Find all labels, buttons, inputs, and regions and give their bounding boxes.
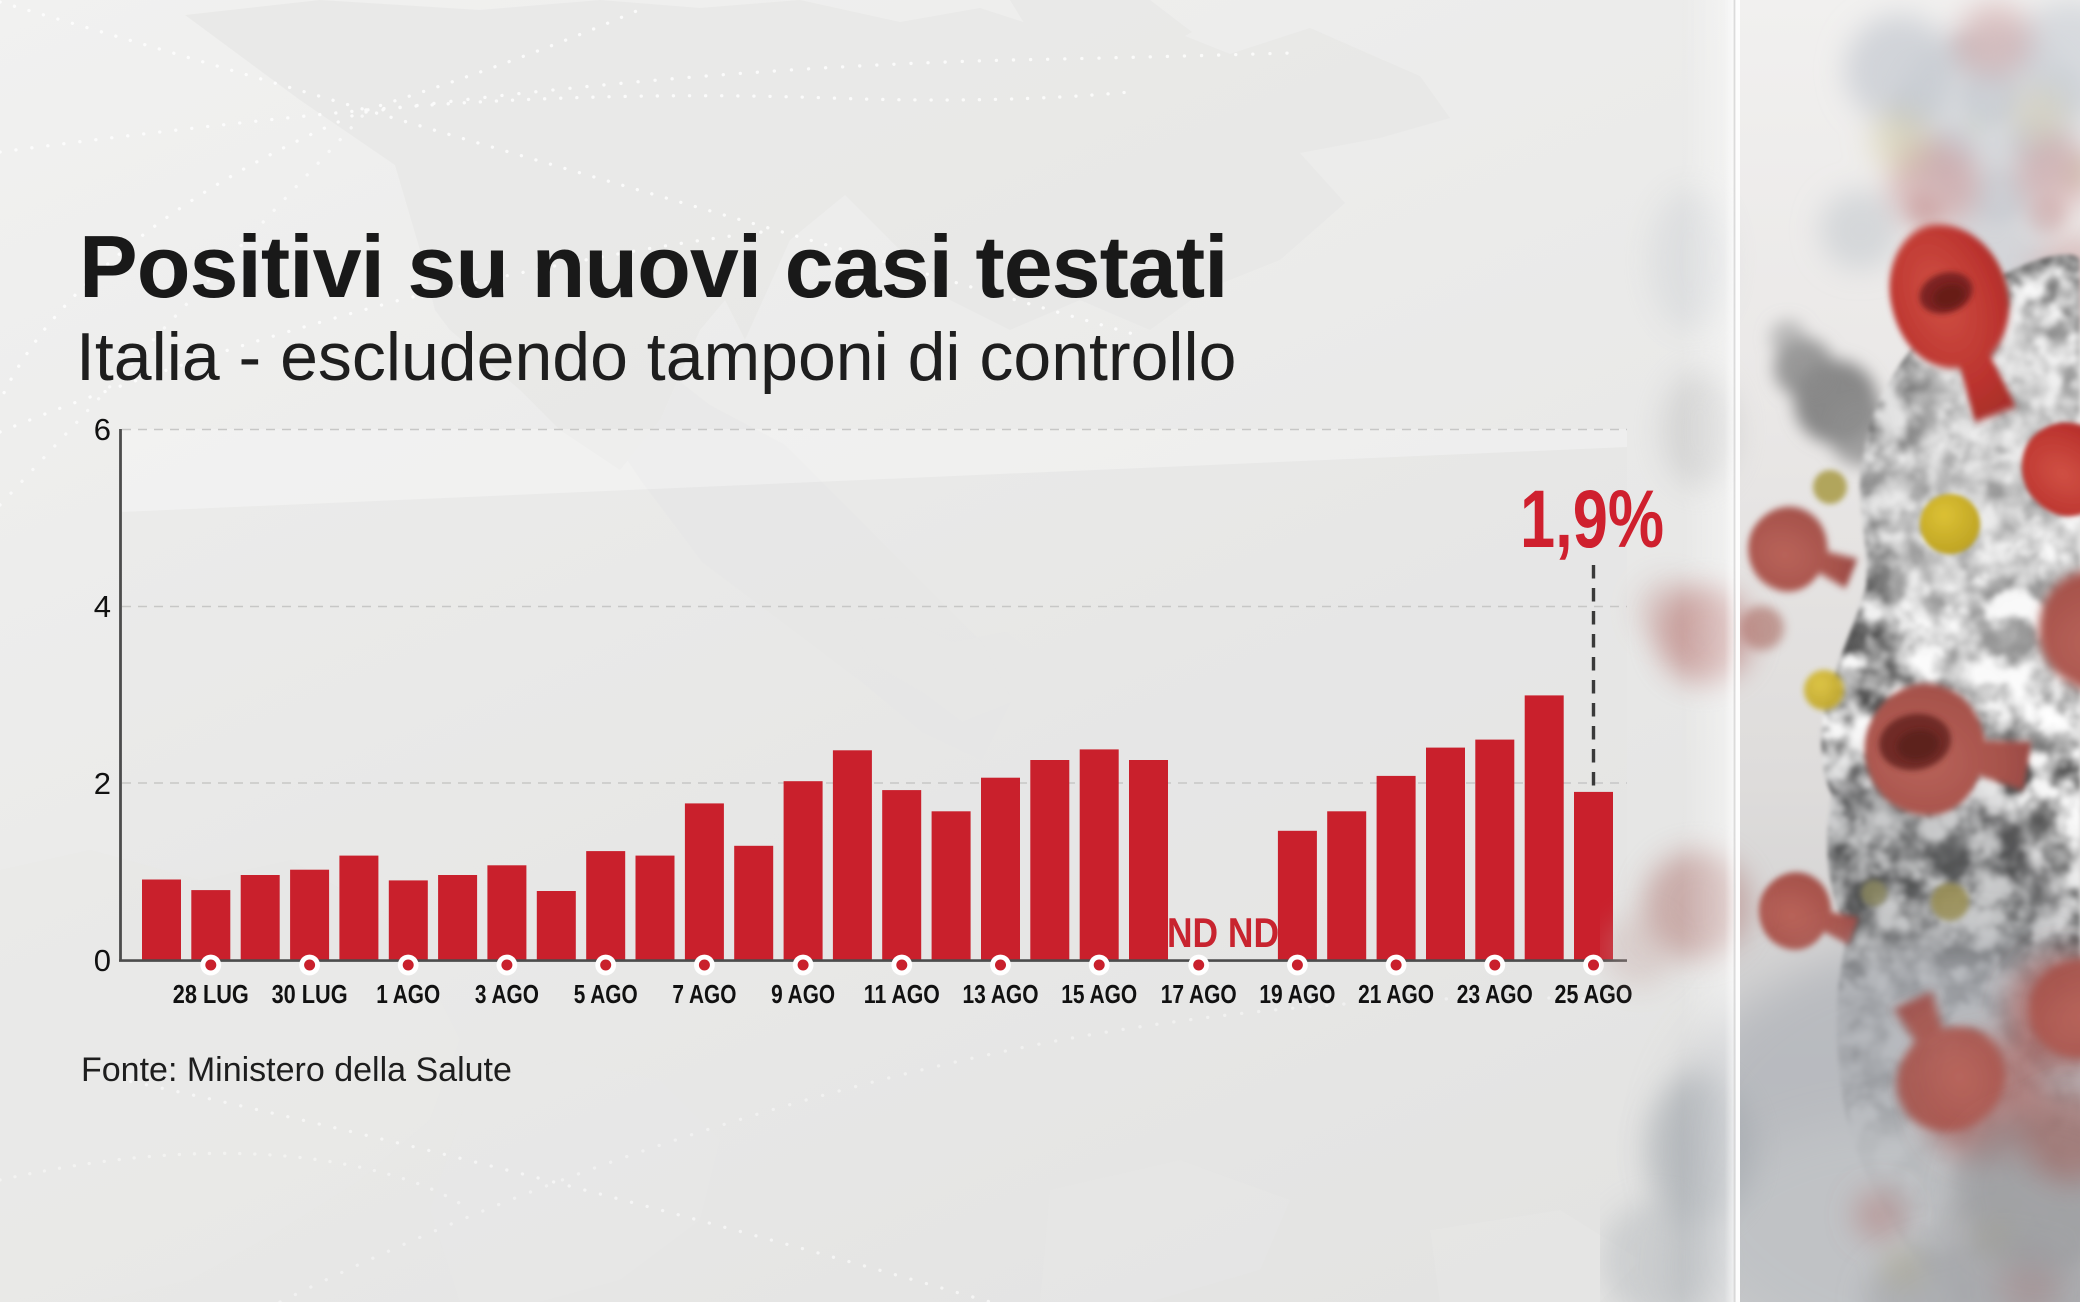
svg-text:30 LUG: 30 LUG	[272, 979, 348, 1009]
svg-text:9 AGO: 9 AGO	[771, 979, 835, 1009]
svg-text:6: 6	[94, 412, 111, 447]
svg-text:0: 0	[94, 943, 111, 978]
svg-text:7 AGO: 7 AGO	[672, 979, 736, 1009]
svg-text:1,9%: 1,9%	[1520, 474, 1664, 565]
svg-text:2: 2	[94, 766, 111, 801]
svg-text:15 AGO: 15 AGO	[1061, 979, 1137, 1009]
svg-text:ND ND: ND ND	[1167, 909, 1279, 956]
svg-text:3 AGO: 3 AGO	[475, 979, 539, 1009]
svg-text:19 AGO: 19 AGO	[1259, 979, 1335, 1009]
svg-text:5 AGO: 5 AGO	[574, 979, 638, 1009]
svg-text:23 AGO: 23 AGO	[1457, 979, 1533, 1009]
svg-text:11 AGO: 11 AGO	[864, 979, 940, 1009]
svg-text:21 AGO: 21 AGO	[1358, 979, 1434, 1009]
svg-text:25 AGO: 25 AGO	[1555, 979, 1633, 1009]
svg-text:4: 4	[94, 589, 111, 624]
svg-text:17 AGO: 17 AGO	[1161, 979, 1237, 1009]
svg-text:1 AGO: 1 AGO	[376, 979, 440, 1009]
svg-text:28 LUG: 28 LUG	[173, 979, 249, 1009]
svg-text:13 AGO: 13 AGO	[963, 979, 1039, 1009]
